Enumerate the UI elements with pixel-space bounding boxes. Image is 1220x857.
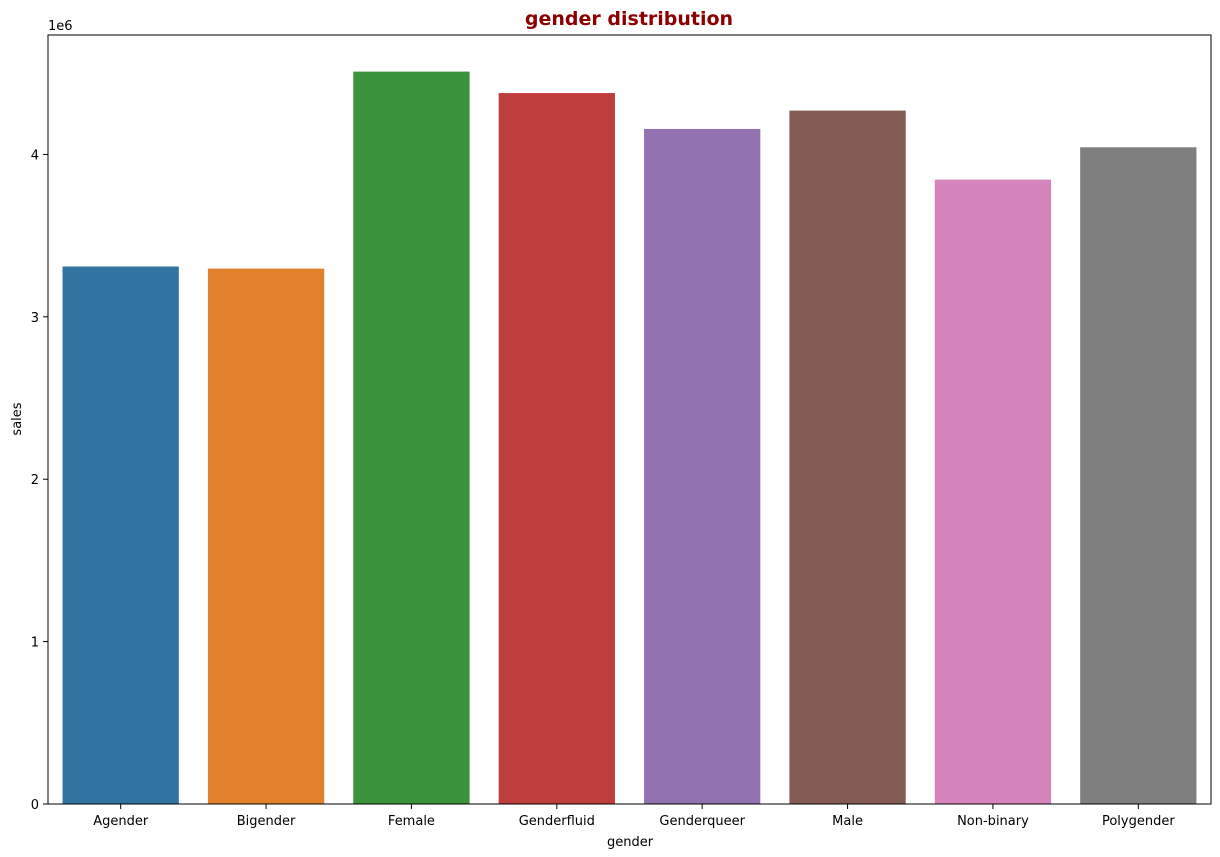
x-tick-label: Female (388, 814, 435, 829)
bar-male (789, 110, 906, 804)
plot-frame (47, 34, 1212, 805)
x-tick-label: Agender (93, 814, 149, 829)
y-axis-offset-label: 1e6 (48, 19, 73, 34)
x-axis-ticks: Agender Bigender Female Genderfluid Genderqu… (93, 804, 1175, 829)
bar-non-binary (934, 179, 1052, 804)
y-tick-label: 2 (31, 473, 39, 488)
chart-title: gender distribution (525, 8, 733, 30)
y-tick-label: 4 (31, 148, 39, 163)
x-tick-label: Non-binary (957, 814, 1029, 829)
x-axis-label: gender (607, 835, 654, 850)
y-axis-ticks: 0 1 2 3 4 (31, 148, 48, 813)
x-tick-label: Bigender (237, 814, 296, 829)
x-tick-label: Male (832, 814, 863, 829)
bar-bigender (207, 268, 325, 805)
bar-genderfluid (498, 93, 615, 805)
bar-female (353, 71, 470, 805)
y-axis-label: sales (10, 402, 25, 435)
bar-genderqueer (644, 128, 761, 804)
y-tick-label: 0 (31, 798, 39, 813)
y-tick-label: 1 (31, 636, 39, 651)
bar-polygender (1080, 147, 1197, 805)
x-tick-label: Genderqueer (659, 814, 745, 829)
y-tick-label: 3 (31, 311, 39, 326)
x-tick-label: Polygender (1102, 814, 1175, 829)
bar-agender (62, 266, 179, 805)
bar-group (62, 71, 1197, 805)
x-tick-label: Genderfluid (519, 814, 595, 829)
